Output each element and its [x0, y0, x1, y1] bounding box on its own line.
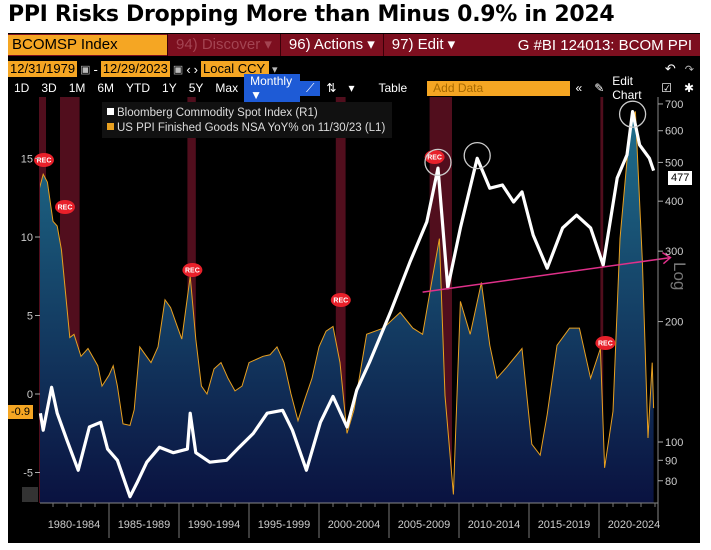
actions-menu[interactable]: 96) Actions ▾	[279, 34, 383, 56]
undo-icon[interactable]: ↶	[664, 61, 676, 76]
bcom-last-value-tag: 477	[668, 171, 693, 185]
period-5y[interactable]: 5Y	[188, 81, 204, 95]
period-ytd[interactable]: YTD	[126, 81, 151, 95]
edit-menu[interactable]: 97) Edit ▾	[382, 34, 463, 56]
page-title: PPI Risks Dropping More than Minus 0.9% …	[8, 2, 615, 27]
period-1m[interactable]: 1M	[68, 81, 86, 95]
currency-select[interactable]: Local CCY	[201, 61, 269, 77]
dropdown-icon[interactable]: ▾	[348, 81, 355, 95]
line-chart-icon[interactable]: ⟋	[299, 80, 321, 96]
dropdown-icon[interactable]: ▾	[272, 63, 278, 76]
add-data-input[interactable]: Add Data	[427, 80, 570, 96]
end-date-input[interactable]: 12/29/2023	[100, 61, 170, 77]
edit-chart-button[interactable]: Edit Chart	[612, 74, 642, 102]
bar-type-icon[interactable]: ⇅	[326, 81, 337, 95]
gear-icon[interactable]: ✱	[683, 81, 695, 95]
frequency-select[interactable]: Monthly ▼	[244, 74, 300, 102]
period-max[interactable]: Max	[215, 81, 239, 95]
date-bar: 12/31/1979 ▣ - 12/29/2023 ▣ ‹ › Local CC…	[8, 60, 700, 78]
calendar-icon[interactable]: ▣	[80, 63, 91, 76]
bloomberg-terminal-panel	[8, 33, 700, 543]
security-input[interactable]: BCOMSP Index	[8, 35, 167, 55]
prev-icon[interactable]: ‹	[186, 61, 191, 77]
period-1d[interactable]: 1D	[14, 81, 30, 95]
period-3d[interactable]: 3D	[41, 81, 57, 95]
pencil-icon[interactable]: ✎	[594, 81, 605, 95]
start-date-input[interactable]: 12/31/1979	[8, 61, 78, 77]
period-bar: 1D 3D 1M 6M YTD 1Y 5Y Max Monthly ▼ ⟋ ⇅ …	[8, 74, 700, 102]
annotate-icon[interactable]: ☑	[661, 81, 672, 95]
ppi-last-value-tag: -0.9	[8, 405, 33, 419]
next-icon[interactable]: ›	[193, 61, 198, 77]
period-6m[interactable]: 6M	[97, 81, 115, 95]
collapse-icon[interactable]: «	[575, 81, 583, 95]
command-bar: BCOMSP Index 94) Discover ▾ 96) Actions …	[8, 34, 700, 56]
calendar-icon[interactable]: ▣	[172, 63, 184, 76]
redo-icon[interactable]: ↷	[684, 63, 694, 76]
period-1y[interactable]: 1Y	[162, 81, 177, 95]
chart-id: G #BI 124013: BCOM PPI	[517, 36, 692, 54]
discover-menu[interactable]: 94) Discover ▾	[167, 34, 280, 56]
table-button[interactable]: Table	[378, 81, 408, 95]
